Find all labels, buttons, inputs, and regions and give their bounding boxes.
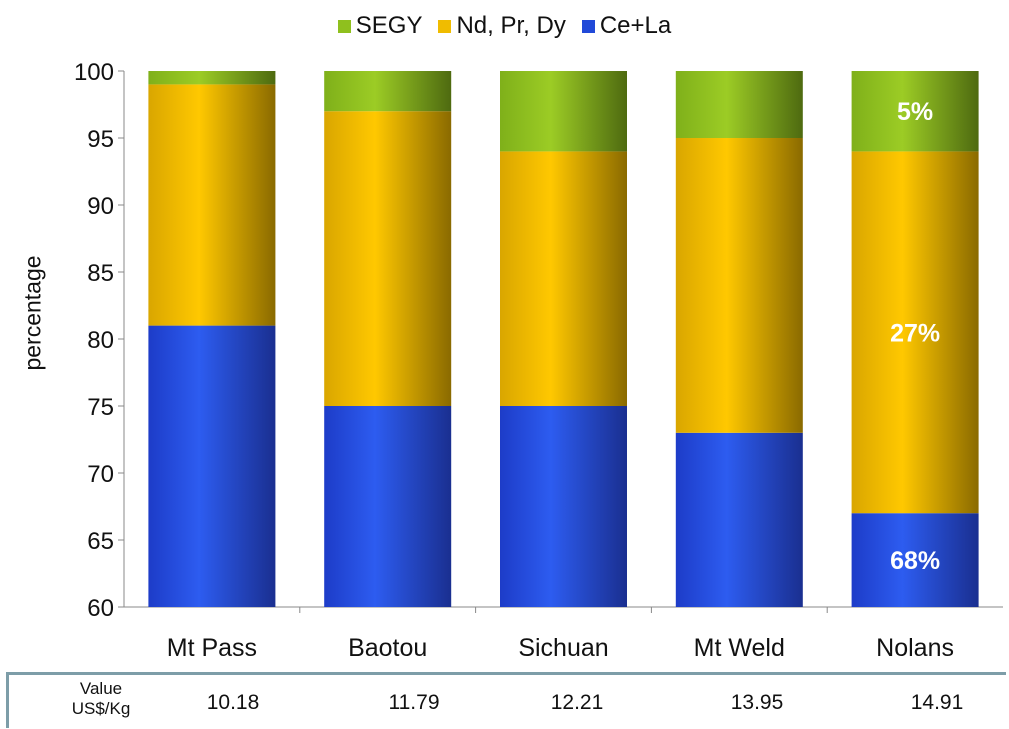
value-table-label: Value US$/Kg (53, 679, 149, 719)
value-cell-nolans: 14.91 (910, 691, 964, 714)
x-tick-label-baotou: Baotou (348, 634, 427, 662)
value-table: Value US$/Kg 10.18 11.79 12.21 13.95 14.… (6, 672, 1006, 728)
y-tick-label: 75 (87, 394, 114, 421)
y-tick-label: 100 (74, 59, 114, 86)
value-cell-sichuan: 12.21 (550, 691, 604, 714)
legend-item-segy: SEGY (337, 12, 423, 40)
legend-swatch-ce-la (581, 19, 595, 33)
y-tick-label: 65 (87, 528, 114, 555)
y-tick-label: 90 (87, 193, 114, 220)
legend-label-segy: SEGY (355, 12, 423, 39)
bar-ce-la-mt-pass (148, 325, 276, 607)
data-label-ce-la-nolans: 68% (890, 547, 940, 575)
bar-ce-la-baotou (324, 406, 452, 607)
stacked-bar-chart: 60 65 70 75 80 85 90 95 100 Mt Pass Baotou Sichuan… (74, 59, 1003, 662)
y-tick-label: 85 (87, 260, 114, 287)
data-label-segy-nolans: 5% (897, 98, 933, 126)
value-table-label-line1: Value (79, 679, 123, 698)
x-tick-label-nolans: Nolans (876, 634, 954, 662)
bar-segy-nolans (851, 71, 979, 152)
value-cell-mt-weld: 13.95 (730, 691, 784, 714)
bar-nd-pr-dy-mt-weld (675, 138, 803, 433)
bar-segy-baotou (324, 71, 452, 112)
y-tick-label: 70 (87, 461, 114, 488)
bar-segy-mt-pass (148, 71, 276, 85)
bar-segy-mt-weld (675, 71, 803, 138)
value-table-label-line2: US$/Kg (71, 699, 131, 718)
bar-ce-la-sichuan (500, 406, 627, 607)
data-label-nd-pr-dy-nolans: 27% (890, 319, 940, 347)
bar-nd-pr-dy-sichuan (500, 151, 627, 406)
legend-swatch-segy (337, 19, 351, 33)
legend-item-ce-la: Ce+La (581, 12, 672, 40)
bar-nd-pr-dy-mt-pass (148, 84, 276, 326)
x-tick-label-mt-weld: Mt Weld (694, 634, 785, 662)
value-cell-baotou: 11.79 (388, 691, 440, 714)
bar-segy-sichuan (500, 71, 627, 152)
bar-nd-pr-dy-nolans (851, 151, 979, 514)
y-tick-label: 80 (87, 327, 114, 354)
legend-label-ce-la: Ce+La (599, 12, 672, 39)
x-tick-label-sichuan: Sichuan (518, 634, 608, 662)
legend-item-nd-pr-dy: Nd, Pr, Dy (438, 12, 566, 40)
bar-ce-la-mt-weld (675, 432, 803, 607)
legend-swatch-nd-pr-dy (438, 19, 452, 33)
y-tick-label: 60 (87, 595, 114, 622)
legend-label-nd-pr-dy: Nd, Pr, Dy (456, 12, 566, 39)
x-tick-label-mt-pass: Mt Pass (167, 634, 257, 662)
chart-legend: SEGY Nd, Pr, Dy Ce+La (0, 12, 1009, 40)
bar-nd-pr-dy-baotou (324, 111, 452, 406)
y-tick-label: 95 (87, 126, 114, 153)
bar-ce-la-nolans (851, 513, 979, 607)
value-cell-mt-pass: 10.18 (206, 691, 260, 714)
